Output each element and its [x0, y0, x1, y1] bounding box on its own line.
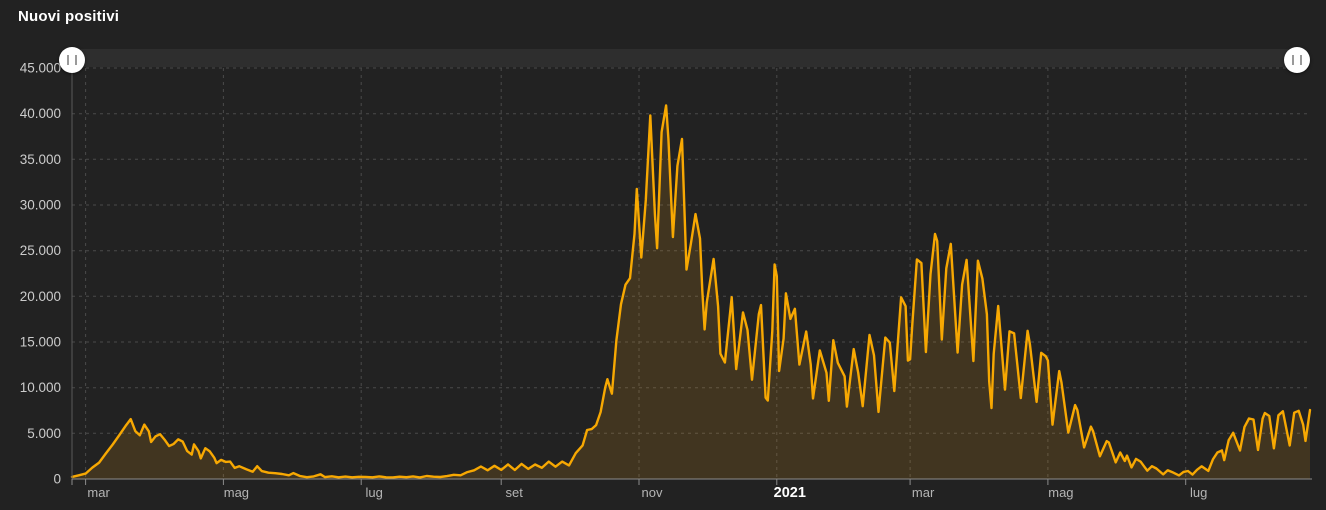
x-axis-label: mag: [1048, 485, 1073, 500]
y-axis-label: 45.000: [20, 61, 61, 76]
x-axis-label: mag: [224, 485, 249, 500]
y-axis-label: 20.000: [20, 289, 61, 304]
x-axis-label: mar: [912, 485, 935, 500]
y-axis-label: 15.000: [20, 335, 61, 350]
x-axis-label: set: [506, 485, 524, 500]
series-line: [70, 104, 1312, 479]
x-axis-label: lug: [1190, 485, 1207, 500]
y-axis-label: 40.000: [20, 106, 61, 121]
y-axis-label: 5.000: [27, 426, 61, 441]
series-area: [72, 105, 1310, 480]
range-slider-handle-right[interactable]: [1284, 47, 1310, 73]
y-axis-label: 10.000: [20, 380, 61, 395]
x-axis-label: nov: [642, 485, 663, 500]
range-slider-handle-left[interactable]: [59, 47, 85, 73]
chart-title: Nuovi positivi: [18, 8, 120, 25]
y-axis-label: 30.000: [20, 198, 61, 213]
y-axis-label: 35.000: [20, 152, 61, 167]
drag-handle-icon: [1292, 55, 1302, 65]
x-axis-label: lug: [366, 485, 383, 500]
y-axis-label: 0: [53, 472, 61, 487]
y-axis-label: 25.000: [20, 243, 61, 258]
drag-handle-icon: [67, 55, 77, 65]
range-slider-track[interactable]: [72, 49, 1298, 67]
x-axis-label: mar: [87, 485, 110, 500]
x-axis-label: 2021: [774, 485, 806, 501]
